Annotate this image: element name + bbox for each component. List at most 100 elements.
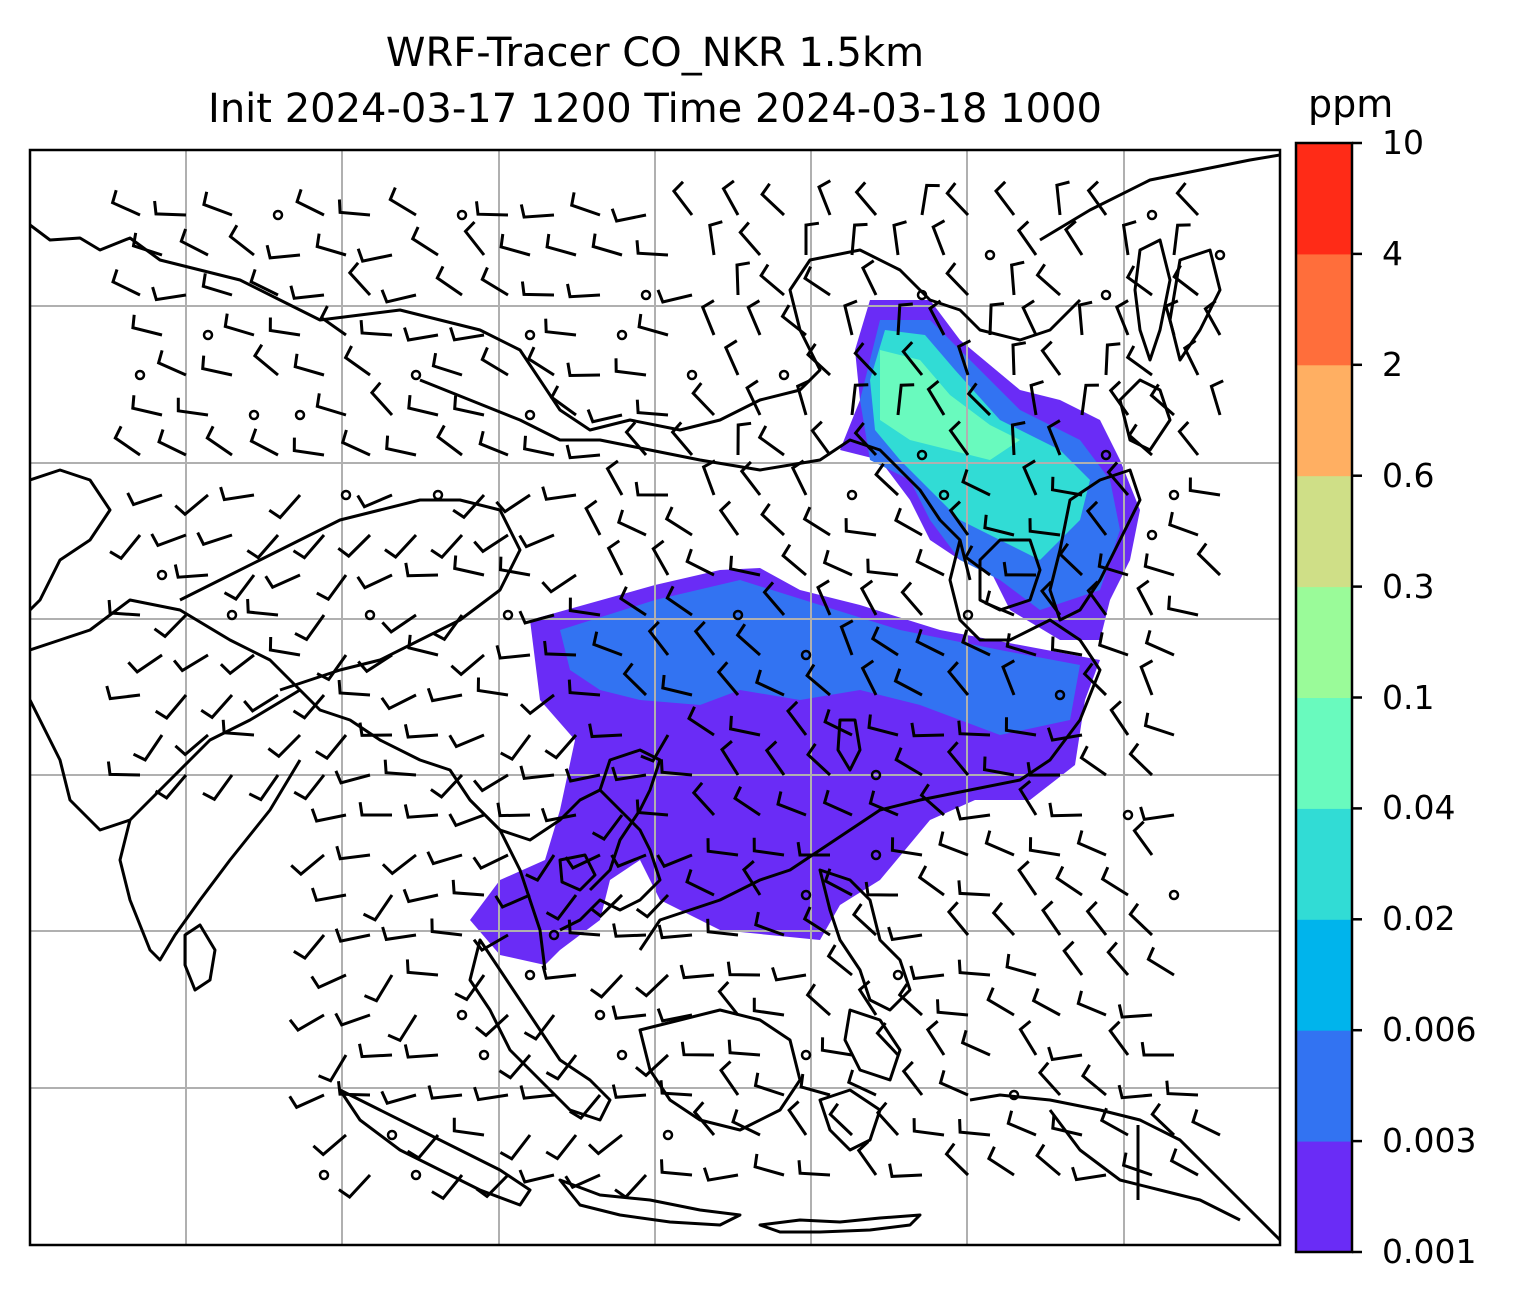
- wind-barb: [618, 586, 647, 617]
- wind-barb: [657, 924, 693, 940]
- wind-barb: [1139, 659, 1154, 696]
- wind-barb: [545, 1134, 578, 1161]
- wind-barb: [762, 581, 786, 616]
- wind-barb: [541, 486, 577, 501]
- wind-barb: [1055, 865, 1083, 897]
- wind-barb: [452, 493, 486, 520]
- wind-barb: [817, 179, 832, 216]
- wind-barb: [589, 973, 624, 999]
- wind-barb: [358, 722, 393, 737]
- wind-barb: [960, 1029, 991, 1057]
- wind-barb: [760, 182, 786, 217]
- wind-barb: [726, 961, 761, 977]
- colorbar-segment: [1296, 919, 1352, 1031]
- wind-barb: [944, 1142, 970, 1177]
- wind-barb: [387, 1014, 418, 1043]
- coast-china-east: [638, 539, 1102, 951]
- coast-timor: [758, 1213, 922, 1234]
- wind-barb: [476, 677, 509, 697]
- colorbar: [1294, 141, 1362, 1254]
- wind-barb: [1051, 1115, 1083, 1137]
- wind-barb: [200, 694, 234, 720]
- wind-barb: [1108, 380, 1130, 416]
- border-china-north: [419, 378, 972, 581]
- calm-wind-marker: [502, 609, 514, 621]
- wind-barb: [154, 774, 188, 800]
- calm-wind-marker: [524, 329, 536, 341]
- wind-barb: [174, 493, 209, 517]
- wind-barb: [1196, 542, 1222, 577]
- wind-barb: [660, 1159, 693, 1177]
- wind-barb: [1146, 946, 1175, 977]
- wind-barb: [1050, 476, 1083, 497]
- wind-barb: [637, 313, 669, 337]
- wind-barb: [894, 747, 923, 777]
- wind-barb: [472, 773, 509, 793]
- wind-barb: [860, 659, 878, 696]
- wind-barb: [912, 1118, 945, 1137]
- wind-barb: [1128, 742, 1154, 777]
- wind-barb: [402, 888, 439, 904]
- wind-barb: [356, 573, 393, 590]
- calm-wind-marker: [524, 969, 536, 981]
- wind-barb: [201, 355, 233, 377]
- wind-barb: [844, 518, 877, 537]
- calm-wind-marker: [548, 929, 560, 941]
- wind-barb: [478, 430, 509, 457]
- wind-barb: [723, 339, 740, 376]
- coast-arabia: [30, 468, 112, 612]
- wind-barb: [936, 999, 969, 1017]
- wind-barb: [132, 734, 164, 762]
- wind-barb: [358, 1043, 393, 1059]
- wind-barb: [1108, 1020, 1130, 1056]
- wind-barb: [656, 1008, 693, 1023]
- wind-barb: [340, 429, 371, 457]
- wind-barb: [635, 893, 670, 919]
- wind-barb: [1031, 987, 1061, 1017]
- wind-barb: [334, 770, 371, 785]
- wind-barb: [754, 669, 785, 697]
- wind-barb: [1076, 830, 1107, 857]
- wind-barb: [450, 653, 485, 677]
- calm-wind-marker: [1168, 489, 1180, 501]
- wind-barb: [293, 774, 326, 801]
- wind-barb: [859, 579, 878, 616]
- coast-russia-pacific: [1039, 153, 1280, 242]
- wind-barb: [463, 220, 486, 256]
- wind-barb: [1080, 1064, 1107, 1097]
- calm-wind-marker: [640, 289, 652, 301]
- wind-barb: [107, 599, 141, 617]
- wind-barb: [453, 395, 485, 417]
- wind-barb: [781, 543, 807, 577]
- wind-barb: [312, 1133, 347, 1157]
- wind-barb: [897, 983, 924, 1017]
- wind-barb: [945, 182, 970, 217]
- calm-wind-marker: [616, 1049, 628, 1061]
- wind-barb: [316, 574, 348, 602]
- calm-wind-marker: [800, 889, 812, 901]
- coast-malay: [468, 938, 612, 1122]
- wind-barb: [1058, 542, 1084, 577]
- wind-barb: [337, 679, 371, 697]
- wind-barb: [380, 1090, 417, 1105]
- wind-barb: [268, 636, 301, 657]
- colorbar-segment: [1296, 475, 1352, 588]
- wind-barb: [938, 831, 969, 857]
- wind-barb: [853, 421, 878, 457]
- wind-barb: [1040, 340, 1062, 376]
- wind-barb: [1055, 180, 1070, 216]
- wind-barb: [802, 506, 831, 537]
- wind-barb: [717, 980, 740, 1016]
- wind-barb: [866, 558, 899, 577]
- wind-barb: [1128, 902, 1154, 937]
- wind-barb: [173, 564, 209, 579]
- wind-barb: [875, 1101, 900, 1137]
- wind-barb: [616, 509, 647, 537]
- colorbar-tick-label: 4: [1382, 233, 1403, 273]
- wind-barb: [105, 685, 141, 701]
- wind-barb: [854, 181, 878, 216]
- coast-indochina: [468, 788, 662, 932]
- colorbar-segment: [1296, 364, 1352, 477]
- calm-wind-marker: [318, 1169, 330, 1181]
- calm-wind-marker: [156, 569, 168, 581]
